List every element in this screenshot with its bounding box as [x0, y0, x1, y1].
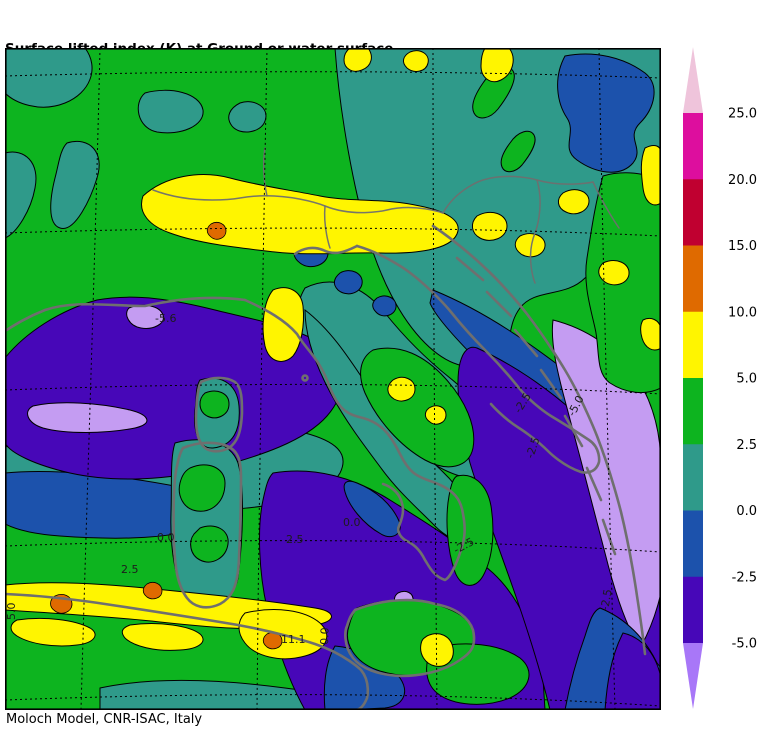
colorbar-segment — [683, 378, 703, 445]
filled-contour-region-lpurple — [27, 402, 148, 433]
colorbar-tick-label: 5.0 — [736, 372, 757, 387]
filled-contour-region-green — [178, 464, 226, 512]
coastline — [3, 592, 370, 712]
map-area: -5.6 0.0 2.5 5.0 2.5 0.0 -2.5 -2.5 -5.0 -2.5 -2.5 1… — [3, 47, 662, 712]
colorbar-tick-label: 20.0 — [728, 173, 757, 188]
graticule-layer — [4, 47, 662, 711]
coastline — [172, 441, 243, 609]
filled-contour-region-yellow — [514, 233, 546, 258]
filled-contour-region-green — [199, 390, 230, 419]
colorbar-tick-label: -2.5 — [732, 570, 757, 585]
colorbar-tick-label: 10.0 — [728, 305, 757, 320]
filled-contour-region-yellow — [640, 317, 662, 351]
filled-contour-region-teal — [50, 141, 100, 229]
filled-contour-region-yellow — [402, 50, 429, 72]
model-credit: Moloch Model, CNR-ISAC, Italy — [6, 712, 203, 727]
coastline — [194, 376, 244, 453]
colorbar-tick-label: 25.0 — [728, 107, 757, 122]
filled-contour-region-yellow — [640, 145, 662, 206]
filled-contour-region-yellow — [343, 47, 372, 72]
filled-contour-region-yellow — [424, 405, 447, 425]
filled-contour-region-yellow — [10, 617, 96, 647]
filled-contour-region-green — [500, 130, 536, 173]
filled-contour-region-teal — [137, 89, 204, 134]
country-border — [323, 205, 331, 249]
coastline — [344, 598, 476, 678]
colorbar-segment — [683, 113, 703, 180]
coastline — [585, 466, 603, 502]
contour-label: 2.5 — [286, 533, 304, 546]
coastline — [431, 224, 647, 656]
coastline — [293, 244, 359, 256]
coastline — [301, 374, 309, 382]
colorbar-tick-label: 2.5 — [736, 438, 757, 453]
contour-label: 0.0 — [157, 531, 175, 544]
filled-contour-region-teal — [4, 151, 37, 239]
country-border — [529, 179, 541, 284]
graticule-line — [256, 47, 268, 711]
contour-label: 0.0 — [343, 516, 361, 529]
country-border — [592, 181, 620, 229]
colorbar-tick-label: 0.0 — [736, 504, 757, 519]
colorbar-below-min-arrow — [683, 643, 703, 709]
filled-contour-region-green — [360, 347, 475, 468]
colorbar-segment — [683, 311, 703, 379]
map-frame — [5, 48, 662, 711]
colorbar-segment — [683, 576, 703, 644]
colorbar-tick-label: 15.0 — [728, 239, 757, 254]
graticule-line — [432, 47, 438, 711]
graticule-line — [80, 47, 101, 711]
coastline — [455, 256, 485, 282]
colorbar: 25.0 20.0 15.0 10.0 5.0 2.5 0.0 -2.5 -5.0 — [675, 47, 760, 715]
contour-label: -2.5 — [598, 588, 615, 611]
country-border — [442, 175, 594, 214]
filled-contour-region-yellow — [262, 287, 304, 362]
filled-contour-region-teal — [4, 47, 93, 108]
colorbar-tick-label: -5.0 — [732, 637, 757, 652]
filled-contour-region-yellow — [472, 211, 508, 241]
coastline — [3, 296, 247, 333]
filled-contour-region-yellow — [598, 260, 630, 286]
colorbar-above-max-arrow — [683, 47, 703, 113]
coastline — [243, 298, 466, 582]
filled-contour-region-yellow — [420, 633, 454, 667]
colorbar-scale: 25.0 20.0 15.0 10.0 5.0 2.5 0.0 -2.5 -5.0 — [683, 47, 757, 709]
filled-contour-region-blue — [372, 295, 397, 317]
graticule-line — [598, 47, 616, 711]
filled-contour-region-orange — [142, 582, 163, 600]
lifted-index-map: -5.60.02.55.02.50.0-2.5-2.5-5.0-2.5-2.51… — [3, 47, 662, 712]
colorbar-segment — [683, 444, 703, 511]
coastline — [355, 244, 601, 474]
colorbar-segment — [683, 179, 703, 246]
coastline — [485, 290, 513, 318]
filled-contour-region-blue — [343, 480, 401, 538]
colorbar-segment — [683, 245, 703, 313]
filled-contour-region-blue — [557, 53, 655, 173]
contour-label: 5.0 — [5, 603, 18, 621]
contour-label: -5.6 — [155, 312, 176, 325]
filled-contour-region-blue — [333, 270, 363, 295]
coastline — [539, 368, 563, 400]
filled-contour-region-orange — [206, 222, 227, 240]
coastline — [601, 518, 617, 556]
contour-label: 2.5 — [121, 563, 139, 576]
filled-contour-region-yellow — [558, 189, 590, 215]
filled-contour-region-teal — [228, 101, 267, 133]
fill-layer — [4, 47, 662, 711]
filled-contour-region-yellow — [121, 623, 204, 651]
filled-contour-region-yellow — [387, 376, 416, 402]
filled-contour-region-green — [190, 525, 229, 563]
contour-label: 0.0 — [318, 627, 332, 645]
contour-label: -2.5 — [523, 435, 542, 459]
coastline — [563, 414, 584, 448]
coastline-layer — [3, 147, 647, 712]
coastline — [513, 328, 539, 358]
contour-label: 11.1 — [281, 633, 306, 646]
colorbar-segment — [683, 510, 703, 578]
